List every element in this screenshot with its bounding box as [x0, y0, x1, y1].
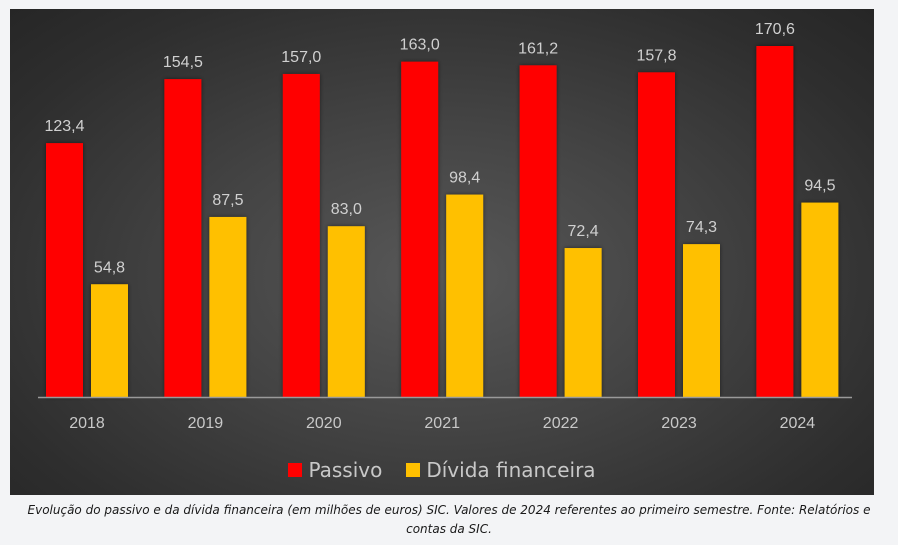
data-label-passivo-2022: 161,2: [518, 40, 558, 57]
legend-item-divida: Dívida financeira: [406, 458, 596, 482]
bar-passivo-2023: [638, 72, 675, 397]
x-tick-label-2020: 2020: [306, 415, 342, 432]
bar-divida-2022: [564, 248, 602, 397]
bar-divida-2023: [683, 244, 720, 397]
data-label-passivo-2020: 157,0: [281, 49, 321, 66]
x-tick-label-2021: 2021: [424, 415, 460, 432]
legend: Passivo Dívida financeira: [10, 458, 874, 482]
legend-item-passivo: Passivo: [288, 458, 382, 482]
x-tick-label-2019: 2019: [188, 415, 224, 432]
legend-label-passivo: Passivo: [308, 458, 383, 482]
x-tick-label-2024: 2024: [780, 415, 816, 432]
bar-passivo-2018: [46, 143, 83, 397]
data-label-divida-2019: 87,5: [212, 192, 243, 209]
bar-passivo-2022: [519, 65, 557, 398]
caption-line-1: Evolução do passivo e da dívida financei…: [27, 503, 871, 517]
bar-divida-2019: [209, 216, 247, 397]
data-label-passivo-2019: 154,5: [163, 54, 203, 71]
x-tick-label-2022: 2022: [543, 415, 579, 432]
caption-line-2: contas da SIC.: [406, 522, 492, 536]
bar-passivo-2021: [401, 61, 439, 398]
data-label-divida-2023: 74,3: [686, 219, 717, 236]
data-label-passivo-2021: 163,0: [400, 37, 440, 54]
bar-divida-2020: [327, 226, 365, 397]
data-label-passivo-2023: 157,8: [636, 47, 676, 64]
data-label-divida-2024: 94,5: [804, 178, 835, 195]
chart-panel: 123,4 54,8 2018 154,5 87,5 2019 157,0 83,0 2020 1…: [10, 9, 874, 495]
bar-divida-2018: [91, 284, 128, 397]
figure-caption: Evolução do passivo e da dívida financei…: [0, 501, 898, 539]
data-label-divida-2021: 98,4: [449, 170, 480, 187]
data-label-divida-2018: 54,8: [94, 259, 125, 276]
legend-label-divida: Dívida financeira: [426, 458, 596, 482]
x-tick-label-2023: 2023: [661, 415, 697, 432]
bar-divida-2021: [446, 194, 484, 397]
bar-passivo-2024: [756, 46, 794, 397]
legend-swatch-divida: [406, 463, 421, 477]
bar-chart: 123,4 54,8 2018 154,5 87,5 2019 157,0 83,0 2020 1…: [38, 21, 852, 432]
bar-passivo-2020: [282, 73, 320, 398]
x-tick-label-2018: 2018: [69, 415, 105, 432]
data-label-divida-2022: 72,4: [568, 223, 599, 240]
bar-divida-2024: [801, 202, 839, 397]
data-label-passivo-2018: 123,4: [44, 118, 84, 135]
data-label-divida-2020: 83,0: [331, 201, 362, 218]
data-label-passivo-2024: 170,6: [755, 21, 795, 38]
bar-passivo-2019: [164, 79, 202, 398]
legend-swatch-passivo: [288, 463, 303, 477]
